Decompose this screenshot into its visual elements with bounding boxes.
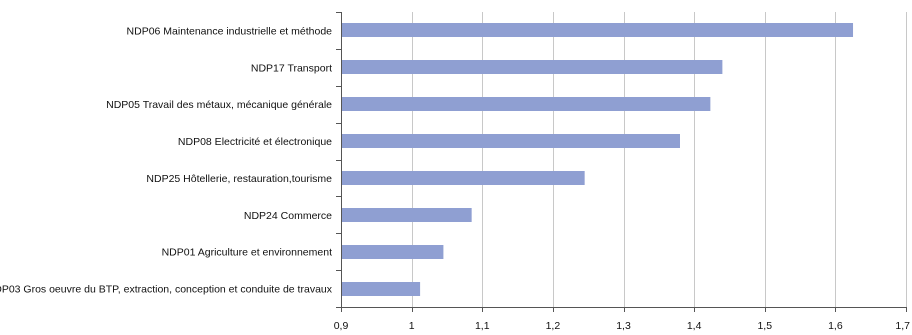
bar (342, 245, 444, 259)
grid-lines (412, 12, 907, 307)
x-tick-label: 1 (409, 320, 415, 332)
x-tick-label: 0,9 (334, 320, 349, 332)
x-tick-label: 1,3 (616, 320, 631, 332)
bars (342, 23, 854, 296)
category-label: NDP06 Maintenance industrielle et méthod… (127, 25, 333, 37)
bar (342, 171, 585, 185)
bar (342, 23, 854, 37)
category-label: NDP03 Gros oeuvre du BTP, extraction, co… (0, 284, 333, 296)
x-tick-labels: 0,9 1 1,1 1,2 1,3 1,4 1,5 1,6 1,7 (334, 320, 910, 332)
category-label: NDP24 Commerce (244, 210, 332, 222)
category-label: NDP17 Transport (251, 62, 332, 74)
x-tick-label: 1,7 (895, 320, 910, 332)
category-labels: NDP06 Maintenance industrielle et méthod… (0, 25, 333, 295)
x-tick-label: 1,2 (546, 320, 561, 332)
category-label: NDP05 Travail des métaux, mécanique géné… (106, 99, 332, 111)
bar (342, 208, 472, 222)
category-label: NDP25 Hôtellerie, restauration,tourisme (146, 173, 332, 185)
bar (342, 134, 680, 148)
category-label: NDP01 Agriculture et environnement (162, 247, 333, 259)
bar (342, 97, 711, 111)
bar (342, 60, 723, 74)
x-tick-label: 1,1 (475, 320, 490, 332)
x-tick-label: 1,4 (687, 320, 702, 332)
x-tick-label: 1,6 (828, 320, 843, 332)
axes (336, 12, 907, 312)
category-label: NDP08 Electricité et électronique (178, 136, 332, 148)
bar (342, 282, 421, 296)
x-tick-label: 1,5 (757, 320, 772, 332)
